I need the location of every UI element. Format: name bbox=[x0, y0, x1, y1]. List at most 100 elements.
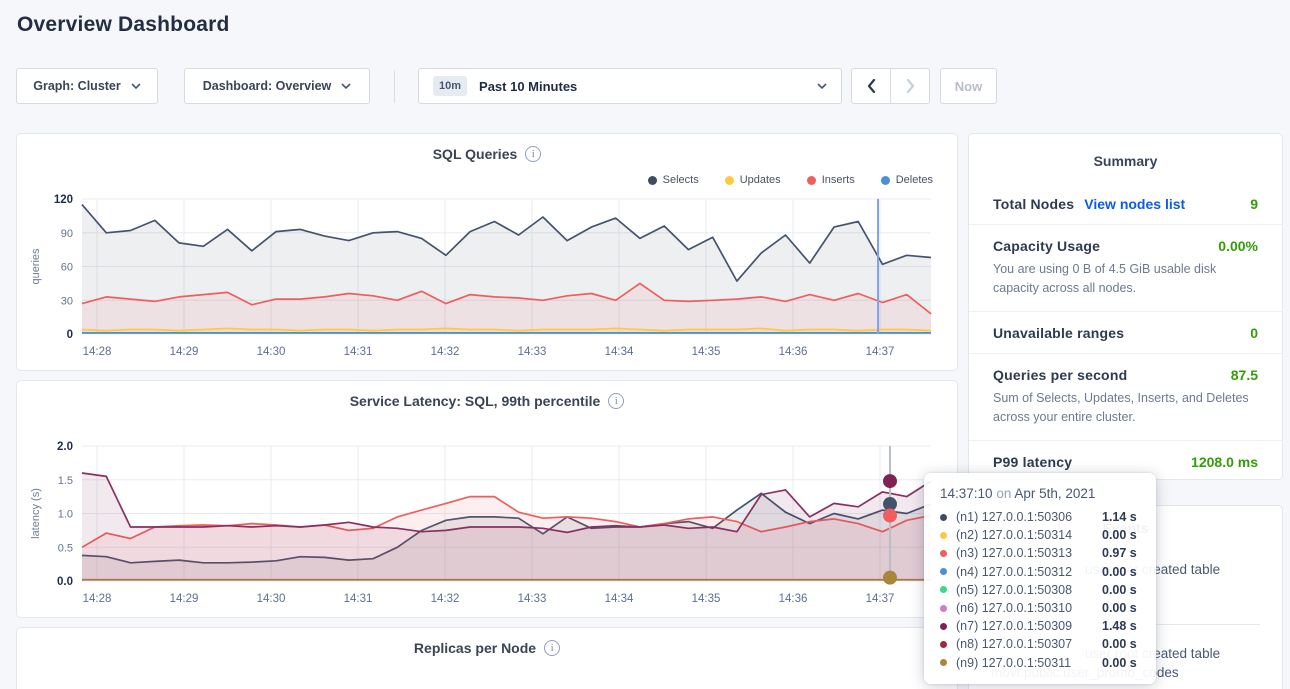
node-address: (n2) 127.0.0.1:50314 bbox=[956, 528, 1102, 542]
node-address: (n3) 127.0.0.1:50313 bbox=[956, 546, 1102, 560]
x-tick-label: 14:34 bbox=[605, 346, 634, 358]
node-color-dot bbox=[940, 550, 947, 557]
y-tick-label: 60 bbox=[61, 262, 73, 274]
y-axis-title: queries bbox=[30, 248, 42, 285]
tooltip-date: Apr 5th, 2021 bbox=[1014, 486, 1095, 501]
info-icon[interactable]: i bbox=[525, 146, 541, 162]
capacity-usage-description: You are using 0 B of 4.5 GiB usable disk… bbox=[993, 260, 1258, 299]
x-tick-label: 14:31 bbox=[344, 593, 373, 605]
y-tick-label: 1.0 bbox=[58, 509, 73, 521]
y-tick-label: 0.0 bbox=[57, 576, 73, 588]
tooltip-node-row: (n9) 127.0.0.1:503110.00 s bbox=[940, 654, 1140, 672]
node-address: (n1) 127.0.0.1:50306 bbox=[956, 510, 1102, 524]
dashboard-dropdown-label: Dashboard: Overview bbox=[203, 79, 332, 93]
x-tick-label: 14:33 bbox=[518, 593, 547, 605]
toolbar-divider bbox=[394, 70, 395, 103]
y-tick-label: 120 bbox=[54, 194, 73, 206]
y-tick-label: 0.5 bbox=[58, 542, 73, 554]
chevron-down-icon bbox=[817, 83, 827, 89]
x-tick-label: 14:30 bbox=[257, 346, 286, 358]
page-title: Overview Dashboard bbox=[17, 13, 230, 37]
time-next-button[interactable] bbox=[890, 68, 930, 104]
summary-card: Summary Total Nodes View nodes list 9 Ca… bbox=[968, 133, 1283, 480]
replicas-title: Replicas per Node i bbox=[17, 640, 957, 656]
node-latency-value: 1.14 s bbox=[1102, 510, 1137, 524]
chart-hover-tooltip: 14:37:10 on Apr 5th, 2021 (n1) 127.0.0.1… bbox=[924, 473, 1156, 684]
tooltip-node-row: (n1) 127.0.0.1:503061.14 s bbox=[940, 508, 1140, 526]
x-tick-label: 14:37 bbox=[866, 346, 895, 358]
service-latency-chart[interactable]: 0.00.51.01.52.014:2814:2914:3014:3114:32… bbox=[17, 431, 957, 609]
time-prev-button[interactable] bbox=[851, 68, 891, 104]
tooltip-time: 14:37:10 bbox=[940, 486, 993, 501]
now-button[interactable]: Now bbox=[940, 68, 997, 104]
graph-dropdown[interactable]: Graph: Cluster bbox=[16, 68, 158, 104]
qps-description: Sum of Selects, Updates, Inserts, and De… bbox=[993, 389, 1258, 428]
x-tick-label: 14:35 bbox=[692, 593, 721, 605]
summary-title: Summary bbox=[969, 134, 1282, 169]
tooltip-node-row: (n3) 127.0.0.1:503130.97 s bbox=[940, 544, 1140, 562]
crosshair-dot bbox=[883, 509, 897, 523]
node-latency-value: 0.00 s bbox=[1102, 583, 1137, 597]
tooltip-node-row: (n4) 127.0.0.1:503120.00 s bbox=[940, 563, 1140, 581]
time-range-label: Past 10 Minutes bbox=[479, 79, 805, 94]
x-tick-label: 14:28 bbox=[83, 346, 112, 358]
info-icon[interactable]: i bbox=[544, 640, 560, 656]
p99-latency-value: 1208.0 ms bbox=[1191, 454, 1258, 470]
time-range-badge: 10m bbox=[433, 76, 467, 96]
p99-latency-label: P99 latency bbox=[993, 454, 1072, 470]
node-color-dot bbox=[940, 514, 947, 521]
x-tick-label: 14:29 bbox=[170, 346, 199, 358]
tooltip-timestamp: 14:37:10 on Apr 5th, 2021 bbox=[940, 486, 1140, 501]
node-address: (n4) 127.0.0.1:50312 bbox=[956, 565, 1102, 579]
sql-queries-card: SQL Queries i SelectsUpdatesInsertsDelet… bbox=[16, 133, 958, 371]
node-address: (n6) 127.0.0.1:50310 bbox=[956, 601, 1102, 615]
x-tick-label: 14:32 bbox=[431, 346, 460, 358]
chevron-down-icon bbox=[131, 83, 141, 89]
service-latency-title: Service Latency: SQL, 99th percentile i bbox=[17, 393, 957, 409]
tooltip-node-row: (n2) 127.0.0.1:503140.00 s bbox=[940, 526, 1140, 544]
summary-row-capacity: Capacity Usage 0.00% You are using 0 B o… bbox=[969, 224, 1282, 311]
tooltip-preposition: on bbox=[996, 486, 1011, 501]
node-address: (n5) 127.0.0.1:50308 bbox=[956, 583, 1102, 597]
sql-queries-title-text: SQL Queries bbox=[433, 146, 518, 162]
unavailable-ranges-value: 0 bbox=[1250, 325, 1258, 341]
x-tick-label: 14:28 bbox=[83, 593, 112, 605]
dashboard-dropdown[interactable]: Dashboard: Overview bbox=[184, 68, 370, 104]
x-tick-label: 14:35 bbox=[692, 346, 721, 358]
x-tick-label: 14:33 bbox=[518, 346, 547, 358]
node-address: (n7) 127.0.0.1:50309 bbox=[956, 619, 1102, 633]
service-latency-title-text: Service Latency: SQL, 99th percentile bbox=[350, 393, 601, 409]
tooltip-node-row: (n5) 127.0.0.1:503080.00 s bbox=[940, 581, 1140, 599]
node-color-dot bbox=[940, 568, 947, 575]
crosshair-dot bbox=[883, 474, 897, 488]
chevron-right-icon bbox=[906, 79, 915, 93]
y-axis-title: latency (s) bbox=[30, 488, 42, 539]
tooltip-node-row: (n8) 127.0.0.1:503070.00 s bbox=[940, 635, 1140, 653]
y-tick-label: 30 bbox=[61, 295, 73, 307]
tooltip-rows: (n1) 127.0.0.1:503061.14 s(n2) 127.0.0.1… bbox=[940, 508, 1140, 672]
y-tick-label: 90 bbox=[61, 228, 73, 240]
replicas-title-text: Replicas per Node bbox=[414, 640, 536, 656]
capacity-usage-label: Capacity Usage bbox=[993, 238, 1100, 254]
x-tick-label: 14:36 bbox=[779, 593, 808, 605]
node-latency-value: 1.48 s bbox=[1102, 619, 1137, 633]
total-nodes-value: 9 bbox=[1250, 196, 1258, 212]
tooltip-node-row: (n7) 127.0.0.1:503091.48 s bbox=[940, 617, 1140, 635]
x-tick-label: 14:34 bbox=[605, 593, 634, 605]
view-nodes-list-link[interactable]: View nodes list bbox=[1084, 196, 1185, 212]
x-tick-label: 14:37 bbox=[866, 593, 895, 605]
qps-label: Queries per second bbox=[993, 367, 1127, 383]
sql-queries-chart[interactable]: 030609012014:2814:2914:3014:3114:3214:33… bbox=[17, 184, 957, 362]
summary-row-qps: Queries per second 87.5 Sum of Selects, … bbox=[969, 353, 1282, 440]
total-nodes-label: Total Nodes bbox=[993, 196, 1074, 212]
capacity-usage-value: 0.00% bbox=[1218, 238, 1258, 254]
chevron-left-icon bbox=[867, 79, 876, 93]
crosshair-dot bbox=[883, 571, 897, 585]
tooltip-node-row: (n6) 127.0.0.1:503100.00 s bbox=[940, 599, 1140, 617]
y-tick-label: 2.0 bbox=[57, 441, 73, 453]
info-icon[interactable]: i bbox=[608, 393, 624, 409]
x-tick-label: 14:32 bbox=[431, 593, 460, 605]
node-color-dot bbox=[940, 623, 947, 630]
y-tick-label: 0 bbox=[67, 329, 73, 341]
time-range-dropdown[interactable]: 10m Past 10 Minutes bbox=[418, 68, 842, 104]
